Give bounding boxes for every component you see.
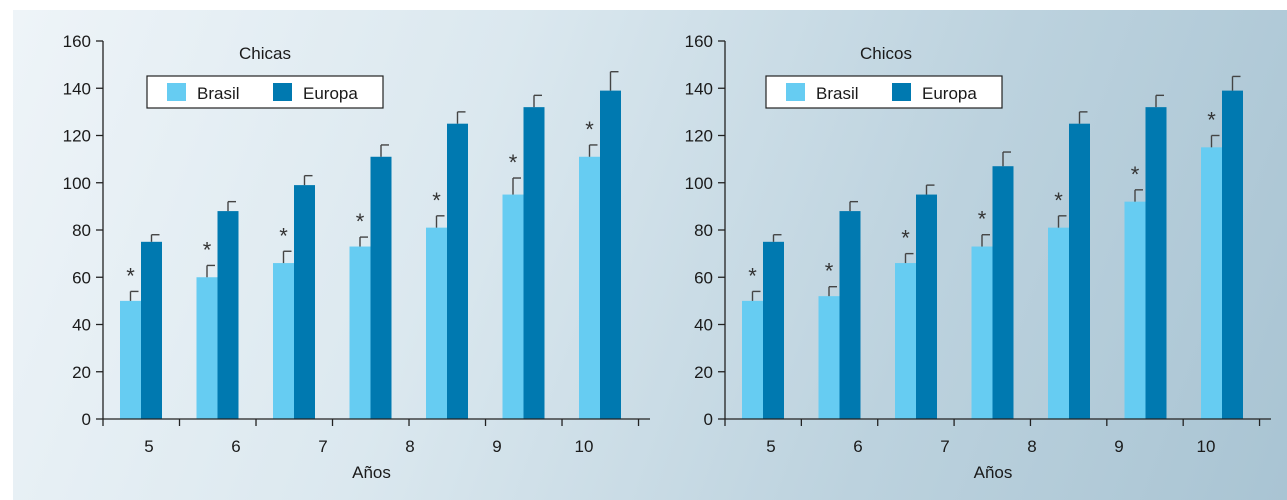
bar-brasil — [196, 277, 218, 419]
bar-brasil — [426, 227, 447, 419]
bar-europa — [294, 185, 315, 419]
bar-europa — [447, 123, 468, 419]
x-tick-label: 5 — [144, 437, 153, 456]
bar-brasil — [349, 246, 371, 419]
legend-label-europa: Europa — [303, 84, 358, 103]
significance-marker: * — [901, 226, 910, 251]
y-tick-label: 140 — [685, 79, 713, 98]
y-tick-label: 160 — [685, 32, 713, 51]
bar-brasil — [1124, 201, 1146, 419]
significance-marker: * — [748, 263, 757, 288]
legend-swatch-europa — [892, 83, 911, 101]
chart-title: Chicas — [239, 44, 291, 63]
y-tick-label: 0 — [704, 410, 713, 429]
y-tick-label: 40 — [72, 316, 91, 335]
legend-swatch-brasil — [167, 83, 186, 101]
y-tick-label: 160 — [63, 32, 91, 51]
legend-label-brasil: Brasil — [197, 84, 240, 103]
y-tick-label: 120 — [63, 127, 91, 146]
bar-brasil — [1201, 147, 1222, 419]
x-axis-title: Años — [974, 463, 1013, 482]
significance-marker: * — [126, 263, 135, 288]
x-tick-label: 8 — [1027, 437, 1036, 456]
chart-title: Chicos — [860, 44, 912, 63]
significance-marker: * — [356, 209, 365, 234]
bar-brasil — [579, 156, 600, 419]
bar-europa — [1145, 107, 1167, 420]
x-tick-label: 10 — [1197, 437, 1216, 456]
bar-brasil — [742, 300, 763, 419]
y-tick-label: 20 — [72, 363, 91, 382]
chart-chicos: Chicos Brasil Europa * * * * * * * 0 20 40 60 80 100 120… — [685, 32, 1271, 482]
y-tick-label: 100 — [685, 174, 713, 193]
y-tick-label: 140 — [63, 79, 91, 98]
x-tick-label: 10 — [575, 437, 594, 456]
significance-marker: * — [825, 259, 834, 284]
y-tick-label: 80 — [72, 221, 91, 240]
x-tick-label: 9 — [492, 437, 501, 456]
bar-europa — [1069, 123, 1090, 419]
y-tick-label: 20 — [694, 363, 713, 382]
figure-panel: Chicas Brasil Europa * * * * * * * 0 20 40 60 80 100 120… — [13, 10, 1287, 500]
bar-brasil — [971, 246, 993, 419]
y-tick-label: 100 — [63, 174, 91, 193]
bar-brasil — [818, 296, 840, 419]
bar-brasil — [502, 194, 524, 419]
legend-box — [765, 75, 1003, 109]
significance-marker: * — [509, 150, 518, 175]
significance-marker: * — [978, 207, 987, 232]
significance-marker: * — [203, 237, 212, 262]
bar-europa — [523, 107, 545, 420]
x-tick-label: 6 — [231, 437, 240, 456]
legend-swatch-europa — [273, 83, 292, 101]
bar-europa — [217, 211, 239, 419]
legend-swatch-brasil — [786, 83, 805, 101]
x-tick-label: 8 — [405, 437, 414, 456]
legend-label-brasil: Brasil — [816, 84, 859, 103]
bar-europa — [1222, 90, 1243, 420]
significance-marker: * — [279, 223, 288, 248]
y-tick-label: 80 — [694, 221, 713, 240]
x-tick-label: 7 — [940, 437, 949, 456]
significance-marker: * — [1207, 108, 1216, 133]
bar-europa — [992, 166, 1014, 419]
y-tick-label: 120 — [685, 127, 713, 146]
x-tick-label: 7 — [318, 437, 327, 456]
bar-europa — [763, 241, 784, 419]
significance-marker: * — [1131, 162, 1140, 187]
legend-box — [146, 75, 384, 109]
bar-europa — [839, 211, 861, 419]
y-tick-label: 60 — [72, 268, 91, 287]
bar-brasil — [120, 300, 141, 419]
x-tick-label: 6 — [853, 437, 862, 456]
legend-label-europa: Europa — [922, 84, 977, 103]
x-tick-label: 9 — [1114, 437, 1123, 456]
bar-europa — [370, 156, 392, 419]
bar-europa — [600, 90, 621, 420]
bar-brasil — [895, 263, 916, 419]
bar-europa — [916, 194, 937, 419]
y-tick-label: 60 — [694, 268, 713, 287]
bar-brasil — [273, 263, 294, 419]
y-tick-label: 0 — [82, 410, 91, 429]
chart-chicas: Chicas Brasil Europa * * * * * * * 0 20 40 60 80 100 120… — [63, 32, 650, 482]
significance-marker: * — [432, 188, 441, 213]
significance-marker: * — [1054, 188, 1063, 213]
bar-brasil — [1048, 227, 1069, 419]
significance-marker: * — [585, 117, 594, 142]
x-axis-title: Años — [352, 463, 391, 482]
bar-europa — [141, 241, 162, 419]
x-tick-label: 5 — [766, 437, 775, 456]
y-tick-label: 40 — [694, 316, 713, 335]
